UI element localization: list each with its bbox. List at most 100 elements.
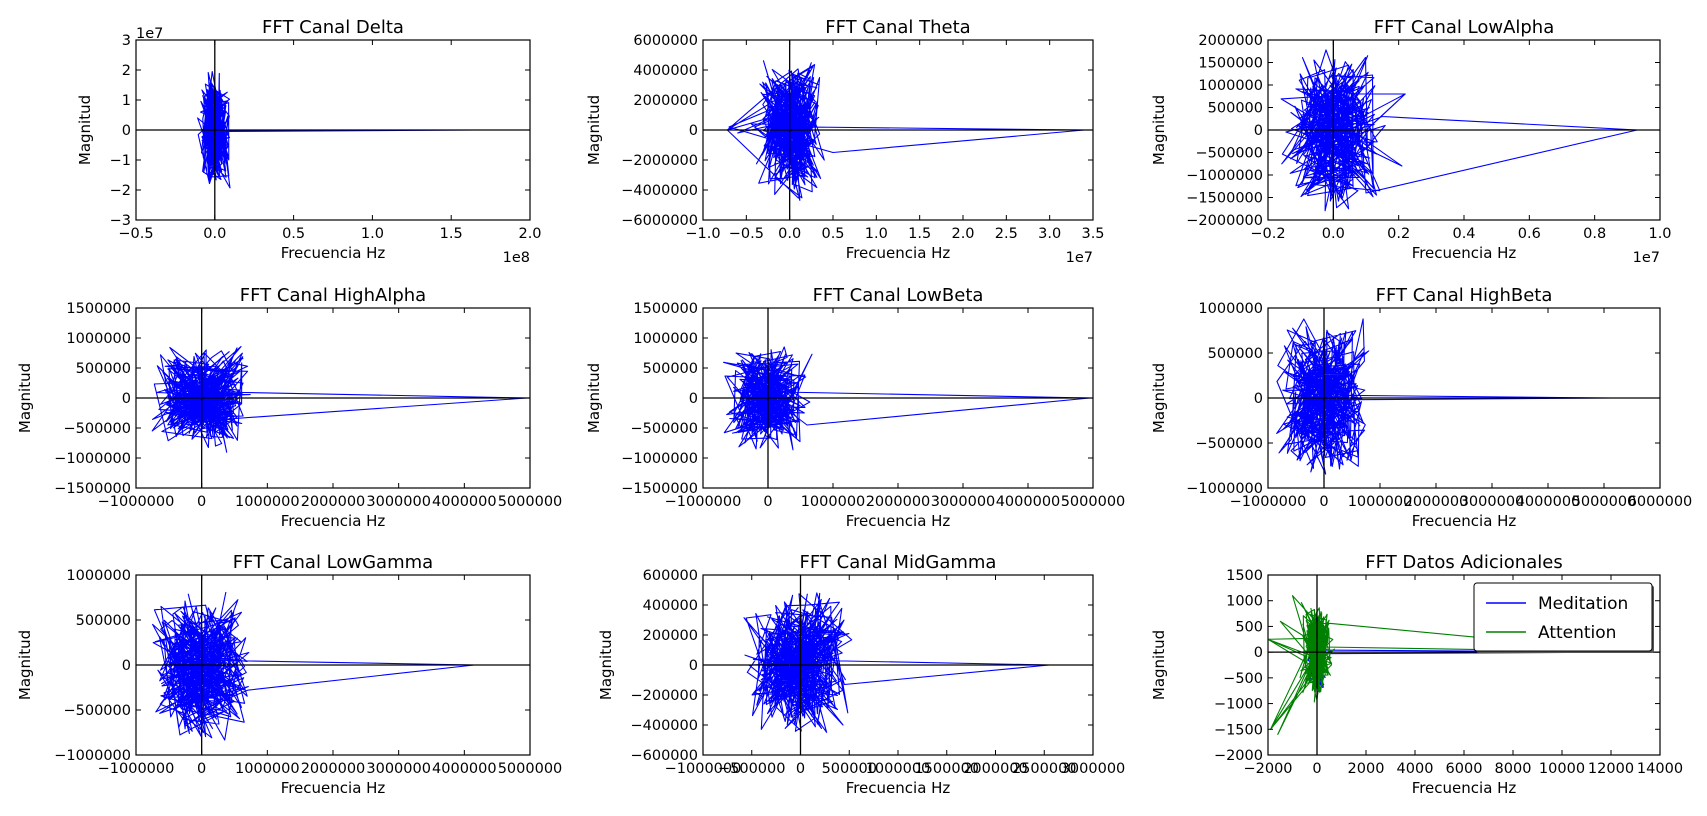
x-tick-label: 1000000 (866, 761, 931, 777)
x-tick-label: 2000000 (866, 494, 931, 510)
y-tick-label: 500000 (76, 613, 131, 629)
x-tick-label: 0.2 (1387, 226, 1410, 242)
x-tick-label: 1.0 (865, 226, 888, 242)
x-tick-label: 0.5 (282, 226, 305, 242)
y-tick-label: 600000 (643, 568, 698, 584)
y-tick-label: −500000 (1195, 146, 1263, 162)
x-tick-label: 0 (763, 494, 772, 510)
x-tick-label: 2.0 (951, 226, 974, 242)
x-tick-label: 6000 (1446, 761, 1483, 777)
series-line-1 (1280, 49, 1638, 212)
y-tick-label: −3 (110, 213, 131, 229)
x-tick-label: 0.5 (821, 226, 844, 242)
x-tick-label: 4000 (1397, 761, 1434, 777)
y-axis-label: Magnitud (16, 630, 34, 700)
x-axis-label: Frecuencia Hz (281, 512, 386, 530)
y-tick-label: 0 (1254, 123, 1263, 139)
x-tick-label: 2.0 (518, 226, 541, 242)
x-tick-label: 3000000 (366, 494, 431, 510)
x-tick-label: −1000000 (665, 761, 742, 777)
y-tick-label: 400000 (643, 598, 698, 614)
x-tick-label: 1000000 (1348, 494, 1413, 510)
y-tick-label: −2000000 (621, 153, 698, 169)
legend: Meditation Attention (1473, 582, 1654, 653)
x-tick-label: 3000000 (366, 761, 431, 777)
y-tick-label: −600000 (630, 748, 698, 764)
y-tick-label: 500000 (1208, 101, 1263, 117)
x-tick-label: −1000000 (665, 494, 742, 510)
plot-area (726, 60, 1085, 201)
x-axis-label: Frecuencia Hz (1412, 512, 1517, 530)
y-tick-label: −500000 (63, 421, 131, 437)
x-tick-label: 3.5 (1081, 226, 1104, 242)
y-axis-label: Magnitud (16, 363, 34, 433)
x-tick-label: −1000000 (98, 761, 175, 777)
x-tick-label: 6000000 (1628, 494, 1693, 510)
chart-title: FFT Canal Delta (262, 17, 404, 38)
x-axis-label: Frecuencia Hz (1412, 244, 1517, 262)
plot-area (1280, 49, 1638, 212)
subplot-4: −1000000 0 1000000 2000000 3000000 4000000 500… (16, 285, 562, 530)
chart-title: FFT Canal MidGamma (800, 552, 997, 573)
y-tick-label: 1500000 (66, 301, 131, 317)
y-tick-label: 2000000 (1198, 33, 1263, 49)
y-tick-label: 1500000 (1198, 56, 1263, 72)
legend-label: Attention (1538, 623, 1616, 643)
x-tick-label: 5000000 (498, 761, 563, 777)
x-tick-label: 3000000 (931, 494, 996, 510)
x-tick-label: 5000000 (1061, 494, 1126, 510)
x-axis-label: Frecuencia Hz (846, 779, 951, 797)
x-tick-label: 0.0 (778, 226, 801, 242)
y-tick-label: −200000 (630, 688, 698, 704)
subplot-3: −0.2 0.0 0.2 0.4 0.6 0.8 1.0 −2000000 −1500000 −1… (1150, 17, 1672, 266)
y-tick-label: −1000000 (54, 748, 131, 764)
x-tick-label: 2.5 (995, 226, 1018, 242)
y-tick-label: 0 (1254, 645, 1263, 661)
y-tick-label: 500000 (643, 361, 698, 377)
x-tick-label: 10000 (1539, 761, 1585, 777)
x-tick-label: 4000000 (1516, 494, 1581, 510)
x-tick-label: 2000000 (1404, 494, 1469, 510)
y-tick-label: 0 (1254, 391, 1263, 407)
plot-area (743, 592, 1050, 733)
y-axis-label: Magnitud (1150, 630, 1168, 700)
y-tick-label: −500000 (63, 703, 131, 719)
subplot-9: −2000 0 2000 4000 6000 8000 10000 12000 14000−20… (1150, 552, 1683, 797)
x-tick-label: 4000000 (996, 494, 1061, 510)
series-line-1 (726, 60, 1085, 201)
x-tick-label: 5000000 (498, 494, 563, 510)
y-tick-label: −2000 (1214, 748, 1263, 764)
chart-title: FFT Canal HighBeta (1376, 285, 1553, 306)
subplot-1: −0.5 0.0 0.5 1.0 1.5 2.0 −3 −2 −1 0 1 2 3 FFT Canal D… (76, 17, 542, 266)
x-axis-label: Frecuencia Hz (281, 244, 386, 262)
plot-area (152, 591, 475, 741)
y-tick-label: −2 (110, 183, 131, 199)
y-axis-label: Magnitud (597, 630, 615, 700)
y-tick-label: 3 (122, 33, 131, 49)
chart-title: FFT Canal LowGamma (233, 552, 433, 573)
y-offset-text: 1e7 (136, 26, 163, 42)
y-axis-label: Magnitud (76, 95, 94, 165)
x-tick-label: 1.5 (440, 226, 463, 242)
x-axis-label: Frecuencia Hz (281, 779, 386, 797)
y-tick-label: 1 (122, 93, 131, 109)
y-axis-label: Magnitud (585, 363, 603, 433)
y-tick-label: −400000 (630, 718, 698, 734)
x-tick-label: 1000000 (235, 761, 300, 777)
x-tick-label: 0 (796, 761, 805, 777)
x-axis-label: Frecuencia Hz (1412, 779, 1517, 797)
y-tick-label: 4000000 (633, 63, 698, 79)
x-tick-label: 2000000 (301, 761, 366, 777)
subplot-8: −1000000−500000 0 500000100000015000002000… (597, 552, 1125, 797)
chart-title: FFT Datos Adicionales (1365, 552, 1562, 573)
y-axis-label: Magnitud (1150, 363, 1168, 433)
x-tick-label: −0.5 (118, 226, 153, 242)
y-tick-label: −1000000 (54, 451, 131, 467)
x-tick-label: 0 (1319, 494, 1328, 510)
x-tick-label: 4000000 (432, 494, 497, 510)
x-tick-label: 1.5 (908, 226, 931, 242)
legend-box (1473, 582, 1653, 652)
y-tick-label: −1500 (1214, 722, 1263, 738)
y-tick-label: −500000 (630, 421, 698, 437)
